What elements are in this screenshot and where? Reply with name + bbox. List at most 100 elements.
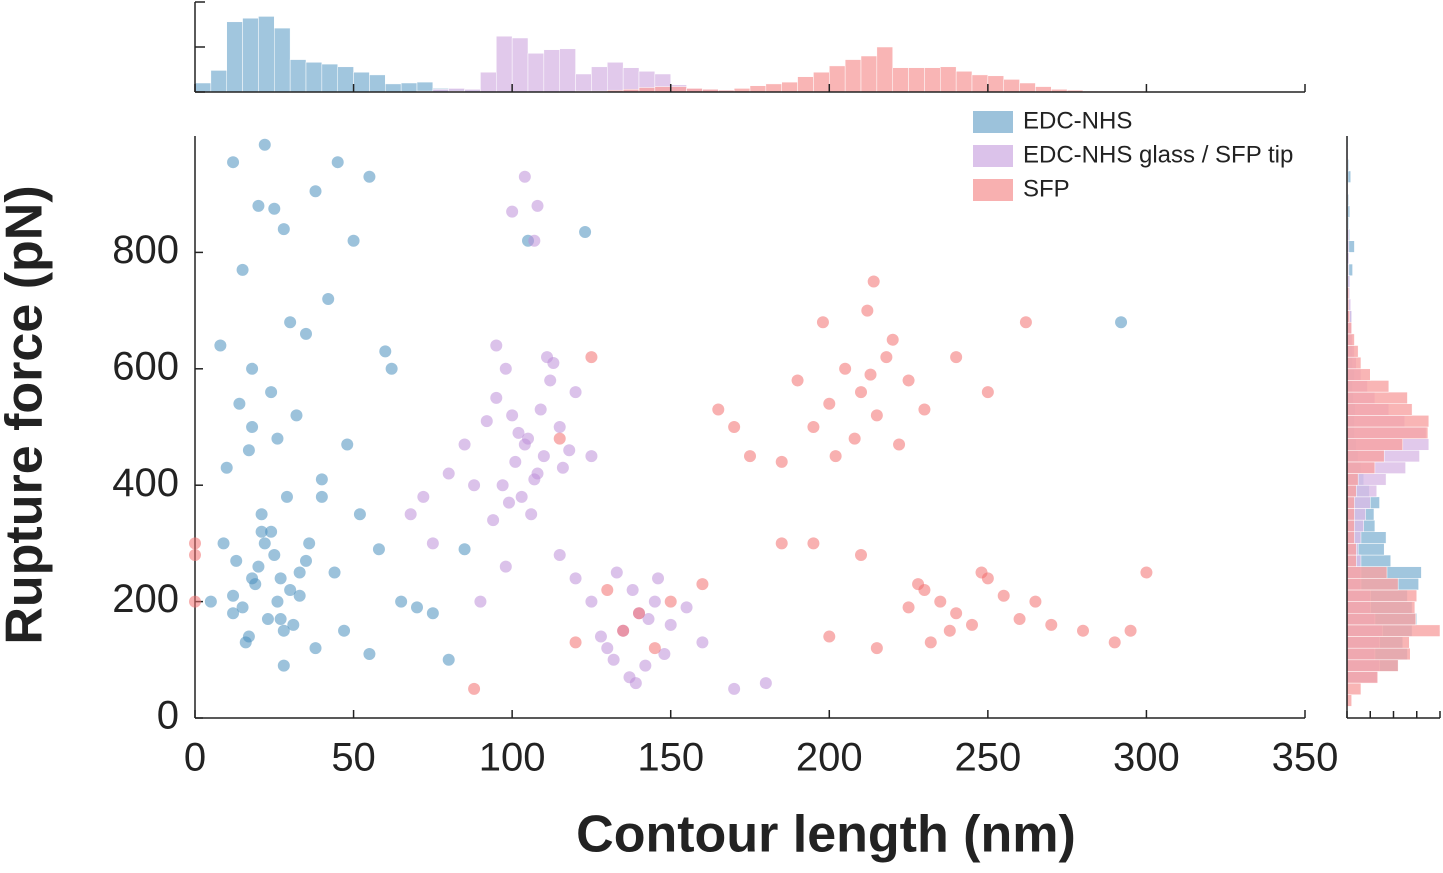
- scatter-point: [563, 444, 576, 457]
- hist-bar: [1346, 368, 1371, 381]
- legend-label: EDC-NHS: [1023, 107, 1132, 134]
- scatter-point: [534, 403, 547, 416]
- scatter-point: [426, 537, 439, 550]
- hist-bar: [1346, 461, 1376, 474]
- scatter-point: [372, 543, 385, 556]
- hist-bar: [591, 66, 608, 93]
- scatter-point: [255, 508, 268, 521]
- x-tick-label: 350: [1272, 736, 1339, 780]
- scatter-point: [328, 566, 341, 579]
- hist-bar: [1346, 612, 1417, 626]
- hist-bar: [543, 49, 560, 93]
- scatter-point: [268, 202, 281, 215]
- scatter-point: [309, 185, 322, 198]
- hist-bar: [1346, 671, 1378, 684]
- scatter-point: [395, 595, 408, 608]
- hist-bar: [400, 82, 418, 93]
- y-tick-label: 400: [112, 461, 179, 505]
- hist-bar: [1346, 508, 1355, 521]
- scatter-point: [426, 607, 439, 620]
- x-tick-label: 50: [331, 736, 376, 780]
- hist-bar: [1346, 519, 1355, 533]
- hist-bar: [194, 82, 212, 93]
- scatter-point: [569, 636, 582, 649]
- scatter-point: [480, 415, 493, 428]
- scatter-point: [918, 403, 931, 416]
- scatter-point: [353, 508, 366, 521]
- scatter-point: [981, 386, 994, 399]
- hist-bar: [1346, 578, 1399, 591]
- x-tick-label: 0: [184, 736, 206, 780]
- scatter-point: [265, 525, 278, 538]
- scatter-point: [639, 659, 652, 672]
- scatter-point: [626, 583, 639, 596]
- y-tick-label: 800: [112, 228, 179, 272]
- scatter-point: [744, 450, 756, 463]
- hist-bar: [1346, 543, 1357, 556]
- hist-bar: [749, 85, 767, 93]
- scatter-point: [230, 554, 243, 567]
- hist-bar: [321, 63, 338, 93]
- hist-bar: [892, 67, 909, 93]
- hist-bar: [1346, 659, 1399, 672]
- scatter-point: [829, 450, 842, 463]
- scatter-point: [512, 426, 525, 439]
- scatter-point: [303, 537, 316, 550]
- hist-bar: [971, 74, 989, 93]
- hist-bar: [496, 35, 513, 93]
- scatter-point: [280, 490, 293, 503]
- y-tick-label: 600: [112, 344, 179, 388]
- scatter-point: [585, 450, 598, 463]
- scatter-point: [189, 549, 201, 562]
- scatter-point: [1140, 566, 1153, 579]
- scatter-point: [293, 566, 306, 579]
- hist-bar: [924, 67, 941, 93]
- scatter-point: [506, 409, 519, 422]
- hist-bar: [337, 66, 354, 93]
- scatter-point: [642, 613, 655, 626]
- scatter-point: [823, 630, 836, 643]
- hist-bar: [607, 62, 624, 93]
- scatter-point: [502, 496, 515, 509]
- scatter-point: [385, 362, 398, 375]
- scatter-point: [490, 391, 503, 404]
- hist-bar: [1035, 86, 1052, 93]
- hist-bar: [1346, 636, 1410, 649]
- scatter-point: [293, 589, 306, 602]
- hist-bar: [1346, 473, 1359, 486]
- scatter-point: [220, 461, 233, 474]
- scatter-point: [1108, 636, 1121, 649]
- scatter-point: [509, 455, 522, 468]
- x-tick-label: 250: [954, 736, 1021, 780]
- x-tick-label: 100: [479, 736, 546, 780]
- scatter-point: [217, 537, 230, 550]
- scatter-point: [759, 677, 772, 690]
- scatter-point: [227, 607, 240, 620]
- scatter-point: [966, 618, 978, 631]
- hist-bar: [1346, 450, 1385, 463]
- hist-bar: [1346, 415, 1430, 428]
- scatter-point: [284, 583, 297, 596]
- scatter-point: [633, 607, 645, 620]
- scatter-point: [870, 409, 883, 422]
- scatter-point: [258, 138, 271, 151]
- hist-bar: [1346, 554, 1357, 567]
- scatter-point: [518, 438, 531, 451]
- hist-bar: [1346, 426, 1429, 439]
- hist-bar: [210, 70, 227, 93]
- scatter-point: [525, 508, 538, 521]
- scatter-point: [728, 421, 741, 433]
- scatter-point: [867, 275, 880, 288]
- scatter-point: [728, 682, 741, 695]
- scatter-point: [261, 613, 274, 626]
- scatter-point: [468, 682, 481, 695]
- y-tick-label: 0: [157, 694, 179, 738]
- scatter-point: [775, 455, 788, 468]
- scatter-point: [950, 351, 963, 364]
- scatter-point: [227, 156, 240, 169]
- hist-bar: [305, 62, 323, 93]
- hist-bar: [622, 67, 640, 93]
- scatter-point: [300, 327, 312, 340]
- scatter-point: [855, 386, 867, 399]
- hist-bar: [511, 37, 529, 93]
